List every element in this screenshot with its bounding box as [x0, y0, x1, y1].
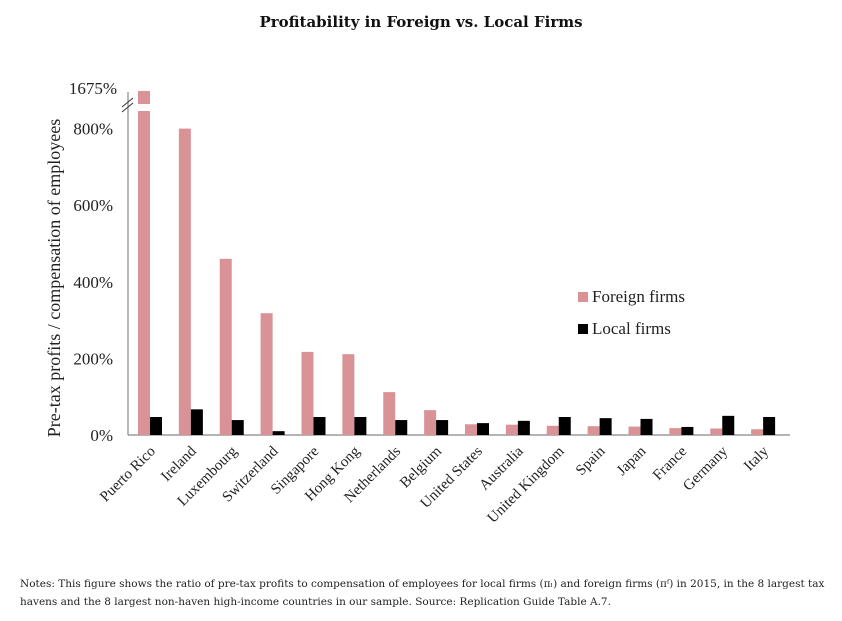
bar-local: [231, 420, 244, 435]
category-label: Italy: [741, 443, 772, 474]
axis-break-mark: [121, 97, 134, 108]
bar-local: [150, 416, 162, 435]
y-tick-label-break: 1675%: [69, 79, 117, 98]
bar-local: [640, 418, 653, 435]
axes: 0% 200% 400% 600% 800% 1675%: [69, 79, 790, 445]
bar-local: [395, 420, 408, 435]
figure-notes: Notes: This figure shows the ratio of pr…: [20, 578, 825, 608]
bar-local: [477, 423, 489, 435]
bars: [138, 91, 776, 435]
category-label: Puerto Rico: [97, 444, 159, 506]
y-tick-label: 400%: [73, 273, 113, 292]
bar-local: [722, 415, 735, 435]
legend-label: Foreign firms: [592, 287, 685, 306]
bar-foreign: [546, 425, 559, 435]
bar-foreign: [178, 128, 191, 435]
bar-local: [681, 426, 694, 435]
category-label: Spain: [573, 443, 609, 479]
category-label: Japan: [614, 443, 650, 479]
bar-foreign: [587, 426, 600, 435]
y-tick-label: 0%: [90, 426, 113, 445]
bar-foreign: [138, 91, 150, 104]
bar-foreign: [383, 392, 396, 435]
y-tick-label: 600%: [73, 196, 113, 215]
legend-swatch: [578, 324, 588, 334]
bar-foreign: [260, 313, 273, 435]
bar-foreign: [710, 428, 723, 435]
legend: Foreign firms Local firms: [578, 287, 685, 338]
category-label: United Kingdom: [485, 443, 568, 526]
category-label: Germany: [680, 443, 731, 494]
bar-foreign: [465, 424, 477, 435]
legend-swatch: [578, 292, 588, 302]
bar-foreign: [751, 429, 764, 435]
bar-local: [436, 420, 449, 435]
bar-local: [517, 420, 530, 435]
category-labels: Puerto Rico IrelandLuxembourgSwitzerlandS…: [97, 443, 772, 526]
bar-local: [354, 416, 367, 435]
bar-foreign: [669, 428, 682, 435]
y-tick-label: 200%: [73, 349, 113, 368]
bar-local: [763, 416, 776, 435]
y-tick-label: 800%: [73, 120, 113, 139]
bar-foreign: [301, 351, 314, 435]
bar-local: [599, 418, 612, 435]
bar-foreign: [505, 424, 518, 435]
bar-chart: 0% 200% 400% 600% 800% 1675% Puerto Rico Irela…: [44, 79, 790, 526]
bar-foreign: [424, 410, 437, 435]
chart-title: Profitability in Foreign vs. Local Firms: [259, 13, 583, 31]
bar-local: [272, 431, 285, 435]
bar-foreign: [628, 426, 641, 435]
bar-foreign: [138, 111, 150, 435]
y-axis-label: Pre-tax profits / compensation of employ…: [44, 119, 64, 437]
axis-break-mark: [121, 102, 134, 113]
bar-local: [190, 409, 203, 435]
bar-foreign: [342, 354, 355, 435]
bar-foreign: [219, 258, 232, 435]
legend-label: Local firms: [592, 319, 671, 338]
bar-local: [558, 416, 571, 435]
bar-local: [313, 416, 326, 435]
